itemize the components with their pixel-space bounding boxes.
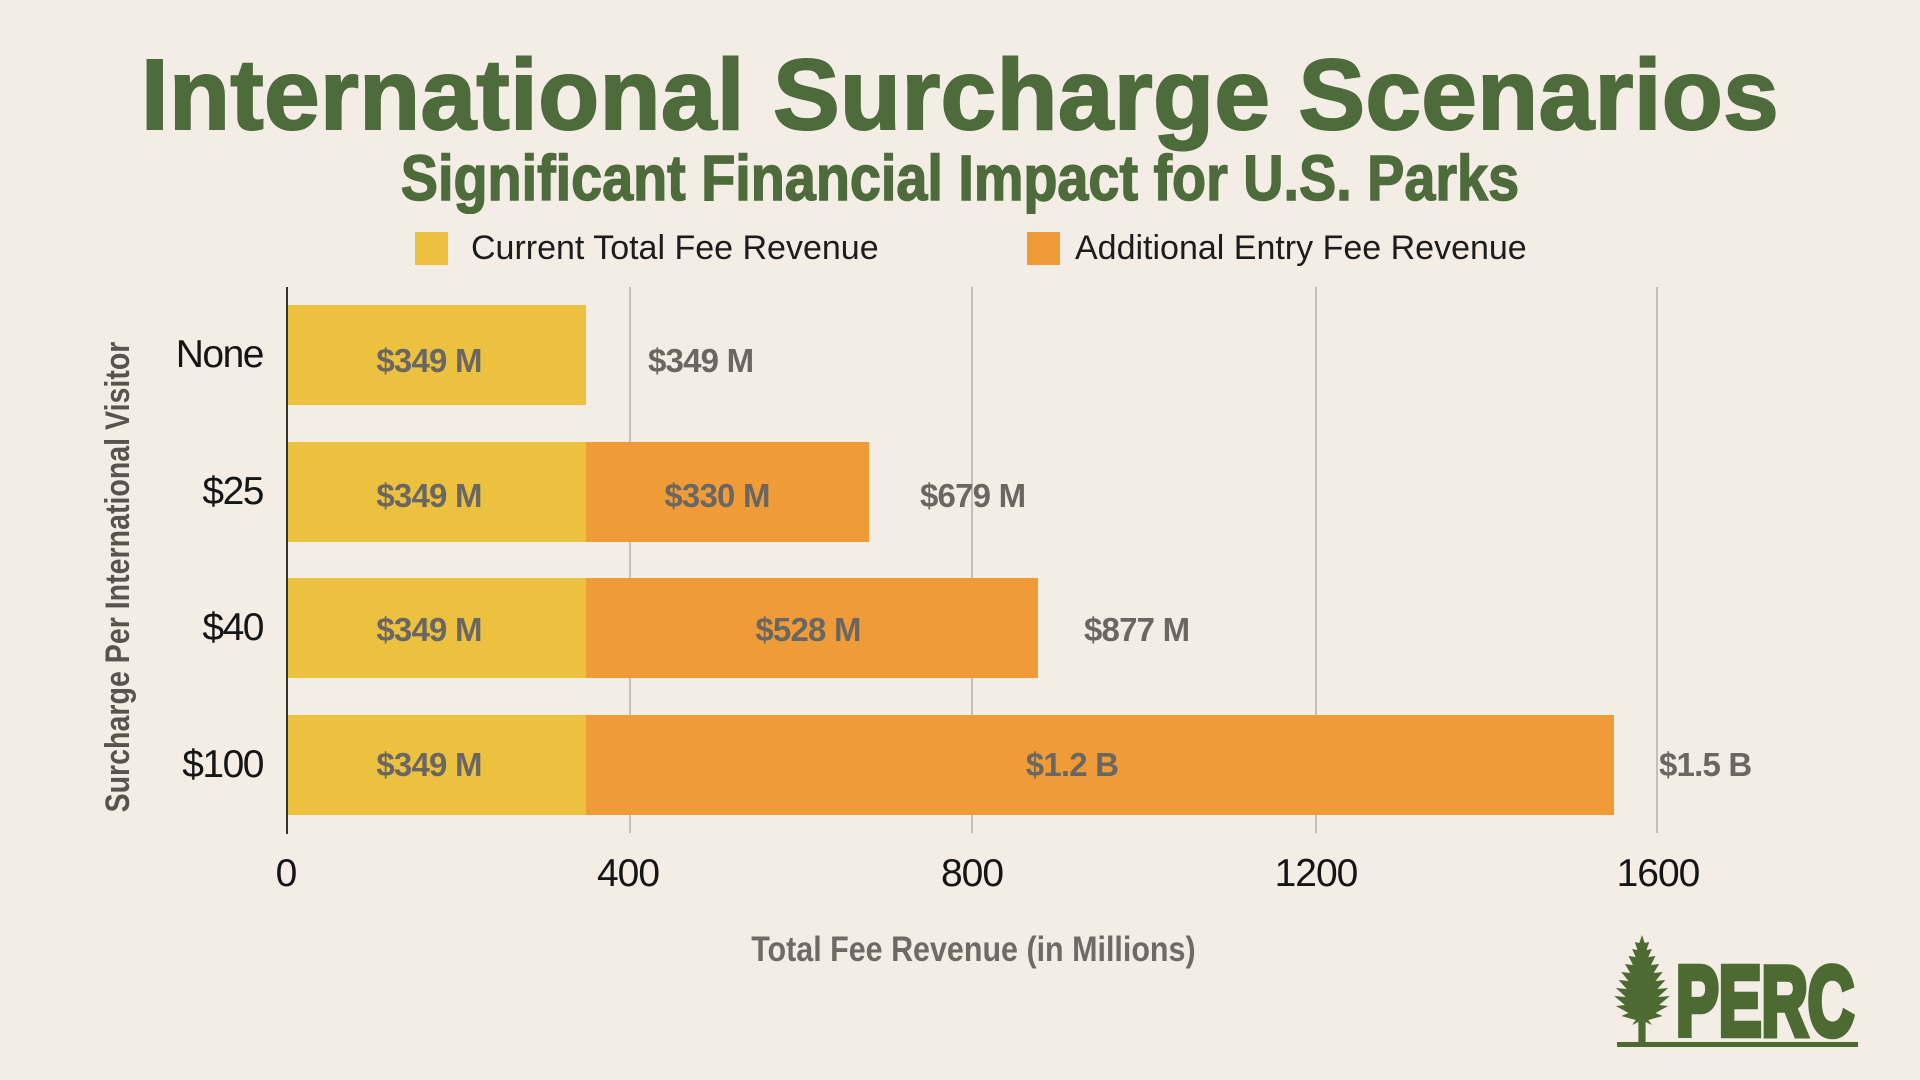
svg-text:PERC: PERC bbox=[1676, 946, 1854, 1055]
